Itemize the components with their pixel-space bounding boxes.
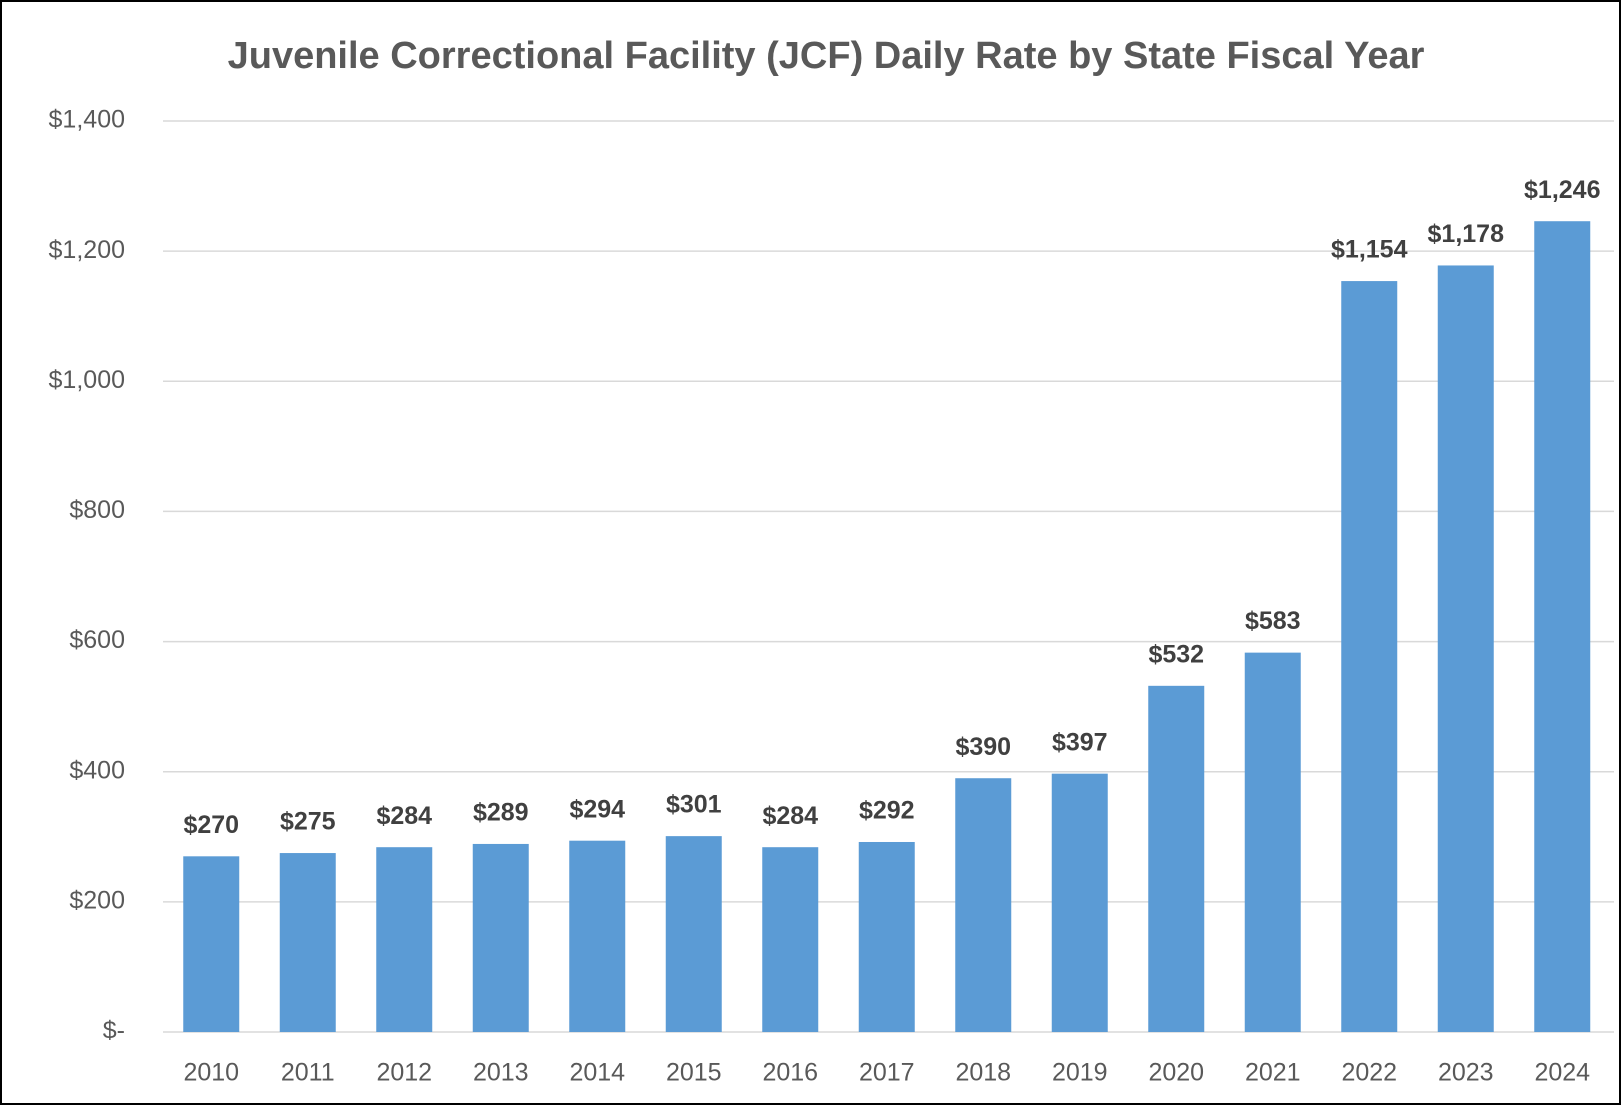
data-label: $284 [762,802,818,830]
y-tick-label: $200 [69,886,125,914]
x-tick-label: 2018 [955,1059,1011,1087]
x-tick-label: 2014 [569,1059,625,1087]
data-label: $532 [1148,640,1204,668]
y-tick-label: $400 [69,756,125,784]
bar [183,856,240,1032]
x-tick-label: 2021 [1245,1059,1301,1087]
x-tick-label: 2024 [1534,1059,1590,1087]
x-tick-label: 2017 [859,1059,915,1087]
bar [1341,281,1398,1033]
chart-title: Juvenile Correctional Facility (JCF) Dai… [228,35,1425,77]
data-label: $301 [666,791,722,819]
bar [472,843,529,1032]
bar [569,840,626,1032]
data-label: $270 [183,811,239,839]
bar [858,841,915,1032]
y-tick-label: $600 [69,626,125,654]
data-label: $1,178 [1428,220,1505,248]
bar [1148,685,1205,1032]
data-label: $275 [280,808,336,836]
bar [762,847,819,1032]
x-tick-label: 2010 [183,1059,239,1087]
data-label: $284 [376,802,432,830]
x-tick-label: 2013 [473,1059,529,1087]
data-label: $1,246 [1524,176,1600,204]
y-tick-label: $1,200 [49,236,125,264]
y-tick-label: $- [103,1017,125,1045]
data-label: $390 [955,733,1011,761]
data-label: $1,154 [1331,236,1408,264]
x-tick-label: 2011 [281,1059,335,1087]
data-label: $294 [569,795,625,823]
x-tick-label: 2019 [1052,1059,1108,1087]
bar [1244,652,1301,1032]
data-label: $292 [859,797,915,825]
bar [279,853,336,1032]
bar [955,778,1012,1032]
x-tick-label: 2022 [1341,1059,1397,1087]
x-tick-label: 2015 [666,1059,722,1087]
x-tick-label: 2012 [376,1059,432,1087]
bar [1051,773,1108,1032]
bar [376,847,433,1032]
bar [1437,265,1494,1032]
x-tick-label: 2016 [762,1059,818,1087]
x-tick-label: 2020 [1148,1059,1204,1087]
data-label: $289 [473,799,529,827]
data-label: $583 [1245,607,1301,635]
bar [665,836,722,1032]
x-tick-label: 2023 [1438,1059,1494,1087]
y-tick-label: $1,000 [49,366,125,394]
data-label: $397 [1052,728,1108,756]
bar [1534,221,1591,1032]
y-tick-label: $800 [69,496,125,524]
y-tick-label: $1,400 [49,106,125,134]
